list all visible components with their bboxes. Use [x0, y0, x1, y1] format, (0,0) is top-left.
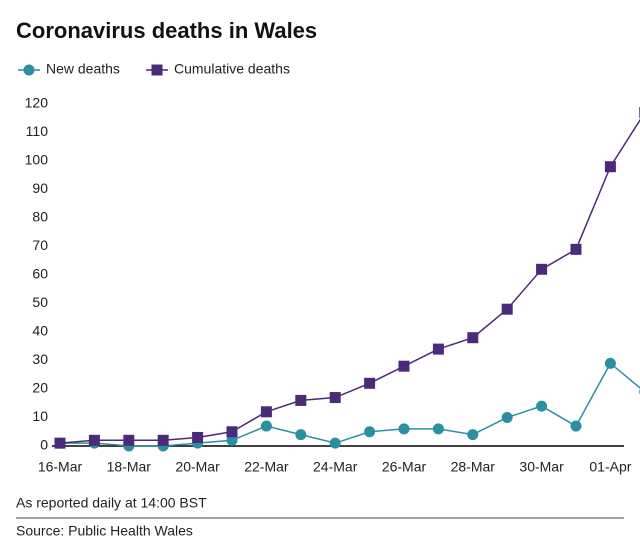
x-tick-label: 16-Mar [38, 459, 83, 475]
point [467, 332, 479, 344]
point [226, 434, 238, 446]
y-tick-label: 0 [40, 437, 48, 453]
point [467, 429, 479, 441]
y-tick-label: 110 [26, 123, 49, 139]
legend-marker [23, 64, 35, 76]
x-tick-label: 18-Mar [107, 459, 152, 475]
source: Source: Public Health Wales [16, 523, 193, 539]
point [329, 392, 341, 404]
point [260, 406, 272, 418]
y-tick-label: 10 [32, 408, 48, 424]
y-tick-label: 20 [32, 380, 48, 396]
point [604, 357, 616, 369]
chart-title: Coronavirus deaths in Wales [16, 18, 317, 43]
point [604, 161, 616, 173]
point [295, 429, 307, 441]
point [329, 437, 341, 449]
legend-marker [151, 64, 163, 76]
legend-label: Cumulative deaths [174, 61, 290, 77]
y-tick-label: 30 [32, 351, 48, 367]
point [536, 400, 548, 412]
y-tick-label: 50 [32, 294, 48, 310]
x-tick-label: 22-Mar [244, 459, 289, 475]
x-tick-label: 20-Mar [175, 459, 220, 475]
point [536, 263, 548, 275]
point [432, 343, 444, 355]
x-tick-label: 01-Apr [589, 459, 631, 475]
point [295, 394, 307, 406]
y-tick-label: 40 [32, 323, 48, 339]
y-tick-label: 80 [32, 209, 48, 225]
x-tick-label: 30-Mar [519, 459, 564, 475]
point [157, 434, 169, 446]
y-tick-label: 70 [32, 237, 48, 253]
y-tick-label: 90 [32, 180, 48, 196]
series-line [59, 118, 640, 444]
y-tick-label: 60 [32, 266, 48, 282]
x-tick-label: 24-Mar [313, 459, 358, 475]
point [54, 437, 66, 449]
point [260, 420, 272, 432]
point [398, 360, 410, 372]
point [570, 243, 582, 255]
point [398, 423, 410, 435]
point [88, 434, 100, 446]
y-tick-label: 120 [25, 95, 49, 111]
series-line [60, 362, 640, 447]
x-tick-label: 26-Mar [382, 459, 427, 475]
point [570, 420, 582, 432]
point [226, 426, 238, 438]
point [123, 434, 135, 446]
point [192, 431, 204, 443]
point [501, 412, 513, 423]
x-tick-label: 28-Mar [451, 459, 496, 475]
point [364, 377, 376, 389]
point [364, 426, 376, 438]
y-tick-label: 100 [25, 152, 49, 168]
legend-label: New deaths [46, 61, 120, 77]
point [501, 303, 513, 315]
point [432, 423, 444, 435]
note: As reported daily at 14:00 BST [16, 495, 207, 511]
